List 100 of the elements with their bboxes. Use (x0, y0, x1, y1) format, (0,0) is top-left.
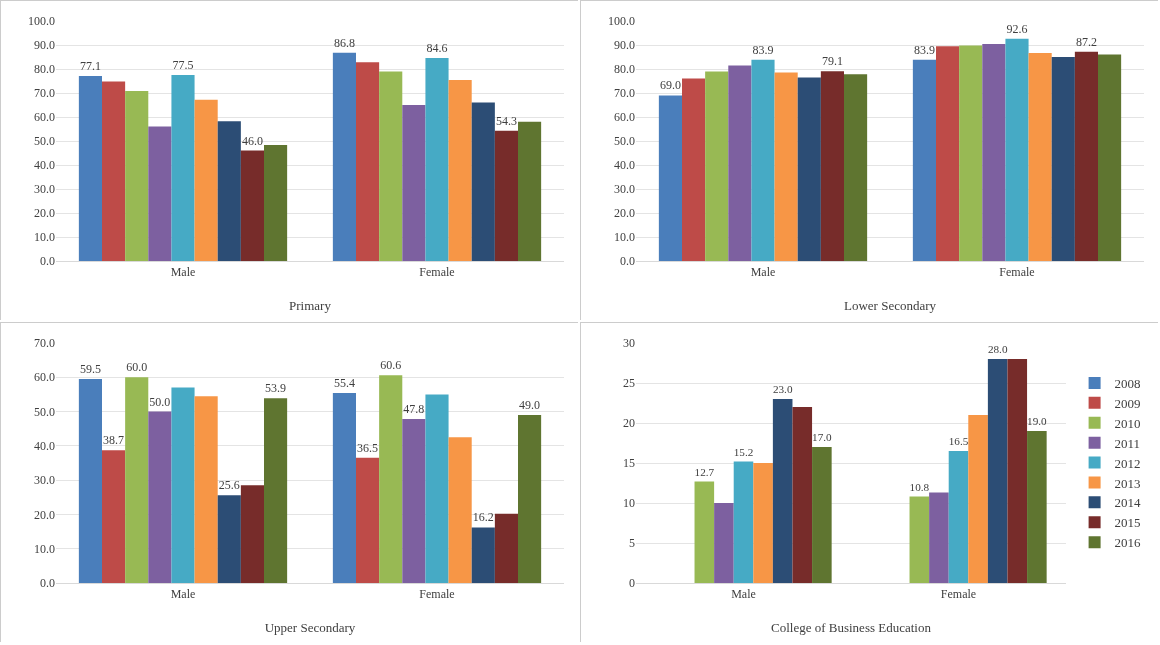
data-label: 59.5 (79, 362, 101, 376)
bar (912, 59, 936, 261)
bar (1027, 431, 1047, 583)
x-axis-title: College of Business Education (771, 620, 932, 635)
data-label: 77.1 (79, 58, 101, 73)
bar (753, 463, 773, 583)
data-label: 10.8 (909, 480, 930, 493)
data-label: 60.6 (380, 358, 402, 373)
bar (125, 377, 149, 583)
bar (125, 91, 149, 261)
legend-label: 2012 (1114, 455, 1141, 471)
bar (1074, 51, 1098, 261)
bar (448, 437, 472, 583)
y-tick-label: 10.0 (34, 541, 55, 556)
y-tick-label: 10.0 (34, 230, 55, 245)
x-tick-label: Male (170, 587, 196, 602)
bar (240, 485, 264, 583)
legend-label: 2009 (1114, 395, 1141, 411)
y-tick-label: 25 (623, 376, 635, 391)
bar (171, 387, 195, 583)
data-label: 54.3 (495, 113, 517, 128)
y-tick-label: 70.0 (34, 86, 55, 101)
y-tick-label: 0.0 (40, 254, 55, 269)
data-label: 15.2 (733, 445, 754, 458)
bar (240, 150, 264, 261)
data-label: 36.5 (357, 440, 379, 455)
legend-label: 2014 (1114, 495, 1142, 511)
bar (968, 415, 988, 583)
x-axis-title: Lower Secondary (843, 298, 937, 313)
y-tick-label: 80.0 (34, 62, 55, 77)
data-label: 23.0 (772, 383, 793, 396)
y-tick-label: 60.0 (34, 370, 55, 385)
bar (733, 461, 754, 583)
y-tick-label: 50.0 (34, 404, 55, 419)
bar (1007, 359, 1028, 583)
data-label: 69.0 (659, 78, 681, 93)
x-tick-label: Male (170, 265, 196, 280)
y-tick-label: 5 (629, 536, 635, 551)
bar (518, 121, 542, 261)
y-tick-label: 15 (623, 456, 635, 471)
x-tick-label: Male (731, 587, 756, 602)
bar (356, 457, 380, 583)
y-tick-label: 90.0 (614, 38, 635, 53)
bar (194, 99, 218, 261)
bar (948, 451, 969, 583)
y-tick-label: 30.0 (614, 182, 635, 197)
y-tick-label: 50.0 (614, 134, 635, 149)
y-tick-label: 30.0 (34, 473, 55, 488)
y-tick-label: 40.0 (614, 158, 635, 173)
bar (402, 419, 426, 583)
y-tick-label: 30 (623, 336, 635, 351)
bar (844, 74, 868, 261)
bar (728, 65, 752, 261)
y-tick-label: 60.0 (34, 110, 55, 125)
x-tick-label: Female (940, 587, 977, 602)
y-tick-label: 70.0 (614, 86, 635, 101)
x-tick-label: Male (750, 265, 776, 280)
data-label: 84.6 (426, 40, 448, 55)
data-label: 12.7 (694, 465, 715, 478)
bar (102, 81, 126, 261)
bar (705, 71, 729, 261)
data-label: 25.6 (218, 478, 240, 493)
y-tick-label: 20 (623, 416, 635, 431)
y-tick-label: 50.0 (34, 134, 55, 149)
data-label: 86.8 (333, 35, 355, 50)
bar (171, 75, 195, 261)
data-label: 19.0 (1027, 415, 1048, 428)
data-label: 87.2 (1075, 34, 1097, 49)
y-tick-label: 40.0 (34, 439, 55, 454)
bar (78, 379, 102, 583)
bar (471, 102, 495, 261)
y-tick-label: 90.0 (34, 38, 55, 53)
data-label: 49.0 (519, 398, 541, 412)
bar (959, 45, 983, 261)
bar (217, 495, 241, 583)
bar (379, 71, 403, 261)
bar (714, 503, 734, 583)
bar (1005, 38, 1029, 261)
legend-label: 2010 (1114, 415, 1141, 431)
bar (982, 44, 1006, 261)
bar (1051, 57, 1075, 261)
y-tick-label: 0.0 (620, 254, 635, 269)
data-label: 83.9 (913, 42, 935, 57)
bar (774, 72, 798, 261)
bar (929, 492, 949, 583)
y-tick-label: 100.0 (28, 14, 55, 29)
y-tick-label: 30.0 (34, 182, 55, 197)
data-label: 28.0 (987, 343, 1008, 356)
y-tick-label: 100.0 (608, 14, 635, 29)
legend-label: 2011 (1114, 435, 1141, 451)
bar (148, 411, 172, 583)
bar (694, 481, 715, 583)
bar (471, 527, 495, 583)
y-tick-label: 10 (623, 496, 635, 511)
bar (78, 75, 102, 261)
bar (1098, 54, 1122, 261)
bar (987, 359, 1008, 583)
bar (1028, 52, 1052, 261)
data-label: 53.9 (265, 381, 287, 396)
bar (448, 80, 472, 261)
